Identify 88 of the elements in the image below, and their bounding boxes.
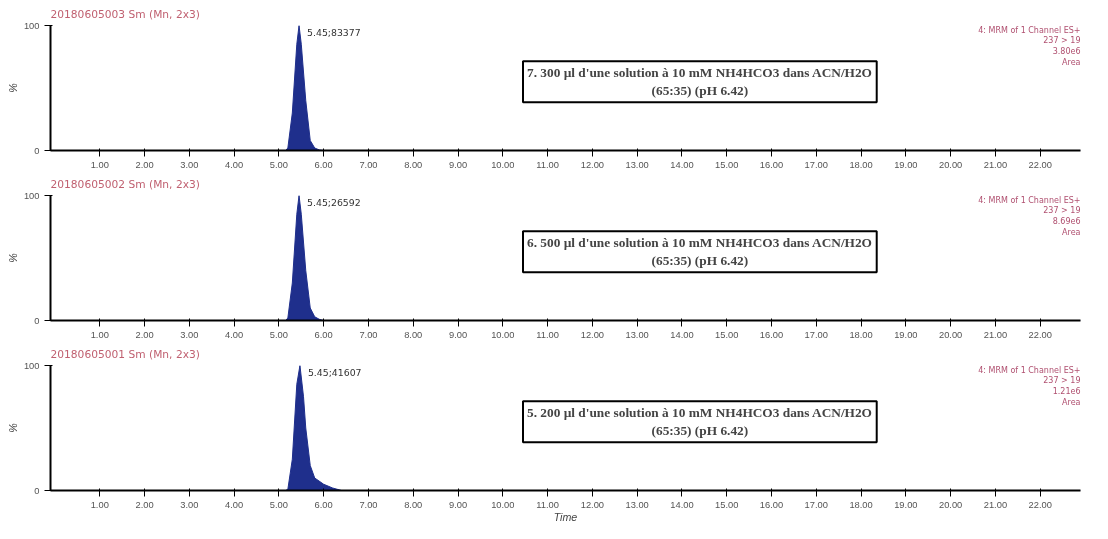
x-tick-label: 8.00 [404, 329, 423, 340]
chart-title: 20180605002 Sm (Mn, 2x3) [50, 177, 200, 191]
x-tick-label: 16.00 [759, 499, 784, 510]
x-tick-label: 5.00 [269, 159, 288, 170]
x-tick-label: 22.00 [1028, 329, 1052, 340]
x-tick-label: 20.00 [938, 499, 963, 510]
x-tick-label: 8.00 [404, 499, 423, 510]
x-tick-label: 12.00 [580, 499, 605, 510]
x-tick-label: 6.00 [314, 159, 333, 170]
x-tick-label: 13.00 [625, 499, 649, 510]
y-axis-title: % [6, 82, 19, 93]
x-tick-label: 18.00 [849, 499, 873, 510]
x-tick-label: 1.00 [90, 329, 109, 340]
x-tick-label: 2.00 [135, 159, 154, 170]
x-tick-label: 19.00 [894, 159, 918, 170]
x-tick-label: 10.00 [491, 499, 515, 510]
x-tick-label: 14.00 [670, 329, 694, 340]
x-axis-title: Time [553, 510, 578, 523]
x-tick-label: 6.00 [314, 499, 333, 510]
x-tick-label: 21.00 [983, 499, 1008, 510]
x-tick-label: 14.00 [670, 159, 694, 170]
x-tick-label: 3.00 [180, 159, 199, 170]
annotation: 5.45;83377 [307, 26, 361, 38]
x-tick-label: 16.00 [759, 159, 784, 170]
x-tick-label: 17.00 [804, 329, 828, 340]
x-tick-label: 11.00 [536, 329, 559, 340]
chart-title: 20180605001 Sm (Mn, 2x3) [50, 347, 200, 361]
x-tick-label: 21.00 [983, 329, 1008, 340]
x-tick-label: 4.00 [225, 499, 244, 510]
x-tick-label: 17.00 [804, 159, 828, 170]
x-tick-label: 8.00 [404, 159, 423, 170]
x-tick-label: 2.00 [135, 499, 154, 510]
x-tick-label: 21.00 [983, 159, 1008, 170]
x-tick-label: 7.00 [359, 159, 378, 170]
x-tick-label: 3.00 [180, 329, 199, 340]
x-tick-label: 15.00 [715, 159, 739, 170]
x-tick-label: 10.00 [491, 329, 515, 340]
x-tick-label: 12.00 [580, 159, 605, 170]
chart-title: 20180605003 Sm (Mn, 2x3) [50, 7, 200, 21]
x-tick-label: 7.00 [359, 329, 378, 340]
x-tick-label: 3.00 [180, 499, 199, 510]
x-tick-label: 17.00 [804, 499, 828, 510]
x-tick-label: 10.00 [491, 159, 515, 170]
x-tick-label: 19.00 [894, 499, 918, 510]
y-tick-label: 100 [23, 190, 40, 201]
x-tick-label: 22.00 [1028, 499, 1052, 510]
annotation: 6. 500 µl d'une solution à 10 mM NH4HCO3 dans ACN/H2O (65:35) (pH 6.42) [526, 235, 872, 269]
annotation: 5.45;41607 [307, 366, 362, 378]
x-tick-label: 6.00 [314, 329, 333, 340]
y-axis-title: % [6, 422, 19, 433]
x-tick-label: 11.00 [536, 159, 559, 170]
annotation: 4: MRM of 1 Channel ES+ 237 > 19 1.21e6 Area [978, 365, 1081, 407]
annotation: 5. 200 µl d'une solution à 10 mM NH4HCO3 dans ACN/H2O (65:35) (pH 6.42) [526, 405, 872, 439]
x-tick-label: 20.00 [938, 329, 963, 340]
x-tick-label: 11.00 [536, 499, 559, 510]
x-tick-label: 7.00 [359, 499, 378, 510]
x-tick-label: 4.00 [225, 159, 244, 170]
y-tick-label: 100 [23, 20, 40, 31]
x-tick-label: 22.00 [1028, 159, 1052, 170]
x-tick-label: 18.00 [849, 159, 873, 170]
x-tick-label: 9.00 [448, 499, 468, 510]
annotation: 4: MRM of 1 Channel ES+ 237 > 19 3.80e6 Area [978, 25, 1081, 67]
x-tick-label: 15.00 [715, 499, 739, 510]
y-axis-title: % [6, 252, 19, 263]
x-tick-label: 5.00 [269, 499, 288, 510]
x-tick-label: 13.00 [625, 159, 649, 170]
x-tick-label: 15.00 [715, 329, 739, 340]
x-tick-label: 20.00 [938, 159, 963, 170]
x-tick-label: 9.00 [448, 159, 468, 170]
annotation: 5.45;26592 [307, 196, 361, 208]
x-tick-label: 9.00 [448, 329, 468, 340]
annotation: 7. 300 µl d'une solution à 10 mM NH4HCO3 dans ACN/H2O (65:35) (pH 6.42) [526, 65, 872, 99]
x-tick-label: 14.00 [670, 499, 694, 510]
x-tick-label: 13.00 [625, 329, 649, 340]
x-tick-label: 12.00 [580, 329, 605, 340]
x-tick-label: 5.00 [269, 329, 288, 340]
y-tick-label: 100 [23, 360, 40, 371]
y-tick-label: 0 [34, 485, 40, 496]
y-tick-label: 0 [34, 145, 40, 156]
x-tick-label: 4.00 [225, 329, 244, 340]
annotation: 4: MRM of 1 Channel ES+ 237 > 19 8.69e6 Area [978, 195, 1081, 237]
x-tick-label: 1.00 [90, 499, 109, 510]
x-tick-label: 19.00 [894, 329, 918, 340]
x-tick-label: 16.00 [759, 329, 784, 340]
x-tick-label: 2.00 [135, 329, 154, 340]
y-tick-label: 0 [34, 315, 40, 326]
x-tick-label: 18.00 [849, 329, 873, 340]
x-tick-label: 1.00 [90, 159, 109, 170]
